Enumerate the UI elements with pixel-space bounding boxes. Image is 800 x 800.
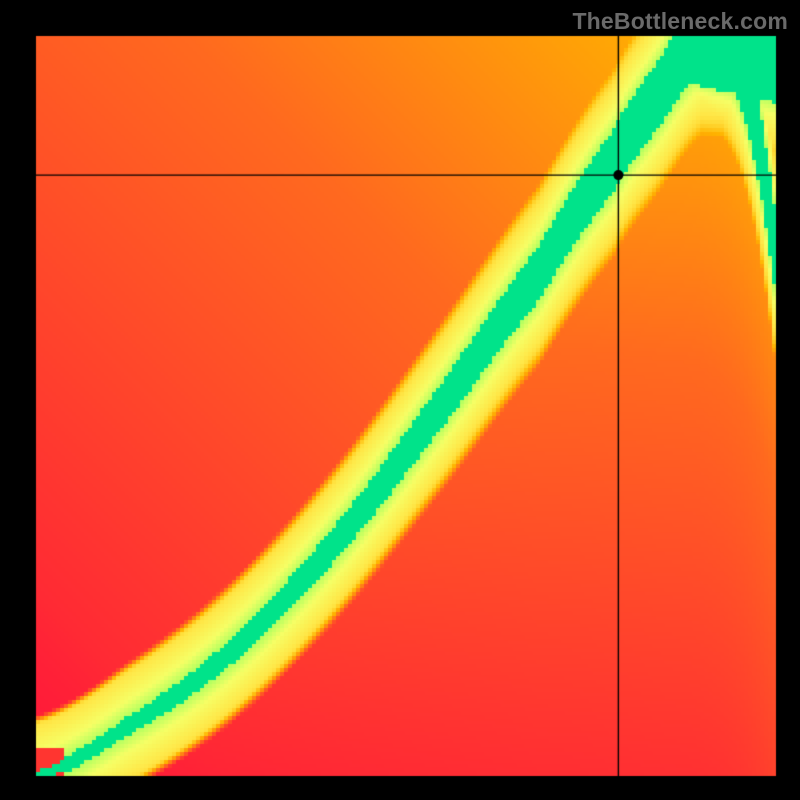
watermark-text: TheBottleneck.com <box>572 8 788 35</box>
heatmap-canvas <box>0 0 800 800</box>
chart-container: TheBottleneck.com <box>0 0 800 800</box>
